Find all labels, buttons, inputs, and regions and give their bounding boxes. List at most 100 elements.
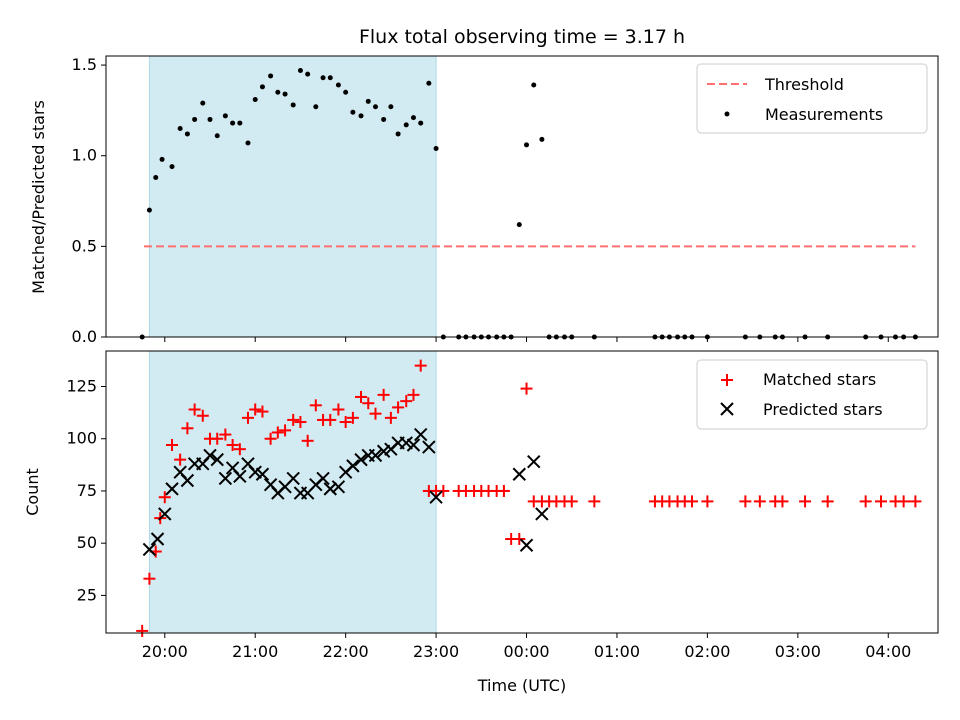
matched-point [256, 405, 269, 418]
predicted-point [429, 490, 443, 504]
predicted-point-b [218, 471, 233, 486]
matched-point [369, 407, 382, 420]
matched-point [211, 432, 224, 445]
matched-point [233, 443, 246, 456]
matched-point [188, 403, 201, 416]
measurement-point [381, 116, 387, 122]
matched-point [875, 495, 888, 508]
matched-point [739, 495, 752, 508]
measurement-point [153, 174, 159, 180]
predicted-point-b [535, 507, 549, 521]
predicted-point-b [323, 482, 337, 496]
predicted-point-b [406, 438, 421, 452]
legend-label-threshold: Threshold [764, 75, 844, 94]
measurement-point [259, 84, 265, 90]
measurement-point [395, 131, 401, 137]
predicted-point-b [399, 436, 413, 450]
predicted-point-b [150, 532, 165, 546]
matched-point [324, 413, 337, 426]
x-tick-label: 02:00 [684, 642, 730, 661]
bottom-shaded-region [148, 350, 437, 634]
top-panel: 0.0 0.5 1.0 1.5 Matched/Predicted stars Thr… [29, 55, 939, 346]
predicted-point [331, 480, 346, 494]
predicted-point-b [519, 538, 534, 552]
matched-point [339, 416, 352, 429]
predicted-point [165, 482, 179, 496]
matched-point [136, 624, 149, 637]
predicted-point-b [173, 465, 187, 479]
measurement-point [327, 75, 333, 81]
predicted-point [368, 448, 383, 463]
measurement-point [388, 104, 394, 110]
predicted-point-b [331, 480, 346, 494]
matched-point [287, 413, 300, 426]
matched-point [588, 495, 601, 508]
measurement-point [372, 104, 378, 110]
predicted-point [535, 507, 549, 521]
measurement-point [539, 136, 545, 142]
predicted-point-b [180, 473, 195, 488]
predicted-point [406, 438, 421, 452]
matched-point [226, 439, 239, 451]
predicted-point [203, 448, 217, 463]
predicted-point [316, 471, 330, 486]
y-tick-label: 25 [77, 585, 97, 604]
plot-frame [105, 350, 939, 634]
predicted-point [527, 455, 541, 469]
y-tick-label: 125 [66, 377, 97, 396]
x-axis-label: Time (UTC) [477, 676, 566, 695]
predicted-point [354, 452, 368, 467]
measurement-point [403, 122, 409, 128]
legend-label-predicted: Predicted stars [763, 400, 883, 419]
measurement-point [214, 133, 220, 139]
measurement-point [343, 89, 349, 95]
predicted-point-b [248, 465, 262, 479]
measurement-point [192, 116, 198, 122]
matched-point [392, 401, 405, 414]
matched-point [294, 416, 307, 429]
measurement-point [313, 104, 319, 110]
predicted-point [180, 473, 195, 488]
measurement-point [297, 68, 303, 74]
x-tick-label: 21:00 [232, 642, 278, 661]
measurement-point [146, 207, 152, 213]
predicted-point-b [165, 482, 179, 496]
predicted-point [158, 507, 172, 521]
matched-point [701, 495, 714, 508]
predicted-point [233, 469, 247, 484]
observing-window [148, 55, 437, 338]
measurement-point [516, 222, 522, 228]
y-tick-label: 100 [66, 429, 97, 448]
measurement-point [230, 120, 236, 126]
measurement-point [268, 73, 274, 79]
measurement-point [177, 126, 183, 132]
matched-point [520, 382, 533, 395]
matched-point [437, 484, 450, 497]
measurement-point [335, 82, 341, 88]
predicted-point [210, 452, 224, 467]
measurement-point [290, 102, 296, 108]
matched-point [346, 411, 359, 424]
measurement-point [169, 164, 175, 170]
matched-point [859, 495, 872, 508]
predicted-point-b [512, 467, 526, 481]
matched-point [407, 388, 420, 401]
y-tick-label: 0.0 [72, 327, 97, 346]
measurement-point [305, 71, 311, 77]
predicted-point-b [422, 440, 436, 454]
x-tick-label: 23:00 [413, 642, 459, 661]
measurement-point [358, 113, 364, 119]
matched-point [497, 484, 510, 497]
y-tick-label: 1.0 [72, 146, 97, 165]
measurement-point [207, 116, 213, 122]
x-tick-label: 00:00 [503, 642, 549, 661]
predicted-point [422, 440, 436, 454]
predicted-point-b [316, 471, 330, 486]
matched-point [181, 422, 194, 435]
bottom-legend: Matched stars Predicted stars [696, 359, 928, 430]
measurement-point [433, 145, 439, 151]
matched-point [799, 495, 812, 508]
measurement-point [237, 120, 243, 126]
measurement-point [245, 140, 251, 146]
top-shaded-region [148, 55, 437, 338]
